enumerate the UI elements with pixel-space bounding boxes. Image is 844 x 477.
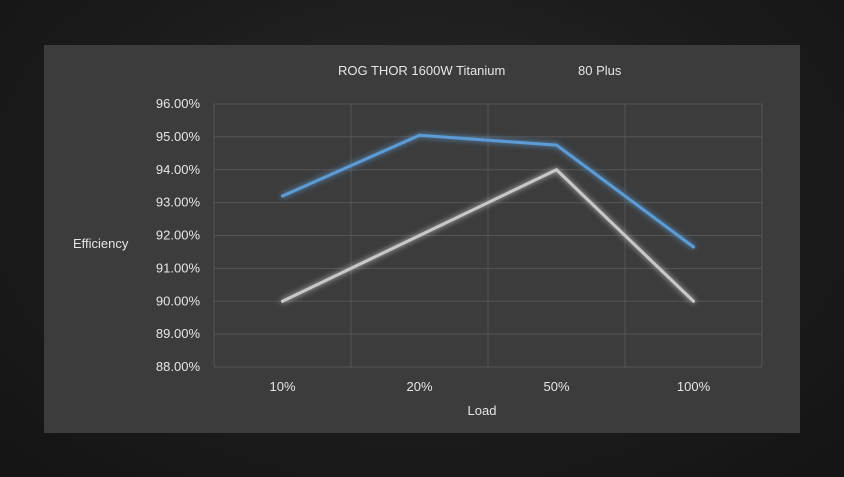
y-tick-label: 92.00% [156,228,201,243]
y-axis-title: Efficiency [73,236,129,251]
legend-label: 80 Plus [578,63,622,78]
chart-panel: 88.00% 89.00% 90.00% 91.00% 92.00% 93.00% 94.0… [44,45,800,433]
x-axis-tick-labels: 10% 20% 50% 100% [269,379,710,394]
series-line-rog-thor [281,133,695,249]
x-tick-label: 10% [269,379,295,394]
series-line-80-plus [281,168,695,303]
y-tick-label: 95.00% [156,129,201,144]
data-point [555,168,558,172]
legend: ROG THOR 1600W Titanium 80 Plus [300,63,622,78]
x-axis-title: Load [468,403,497,418]
y-tick-label: 89.00% [156,326,201,341]
x-tick-label: 100% [677,379,711,394]
x-tick-label: 20% [406,379,432,394]
x-tick-label: 50% [543,379,569,394]
efficiency-line-chart: 88.00% 89.00% 90.00% 91.00% 92.00% 93.00% 94.0… [73,63,763,418]
legend-label: ROG THOR 1600W Titanium [338,63,505,78]
y-tick-label: 93.00% [156,195,201,210]
data-point [692,299,695,303]
y-tick-label: 91.00% [156,260,201,275]
data-point [281,194,284,198]
y-tick-label: 94.00% [156,162,201,177]
y-tick-label: 90.00% [156,293,201,308]
data-point [692,245,695,249]
y-axis-tick-labels: 88.00% 89.00% 90.00% 91.00% 92.00% 93.00% 94.0… [156,96,201,374]
data-point [418,133,421,137]
data-point [418,234,421,237]
y-tick-label: 88.00% [156,359,201,374]
y-tick-label: 96.00% [156,96,201,111]
data-point [555,143,558,147]
data-point [281,299,284,303]
series-lines [281,133,695,303]
